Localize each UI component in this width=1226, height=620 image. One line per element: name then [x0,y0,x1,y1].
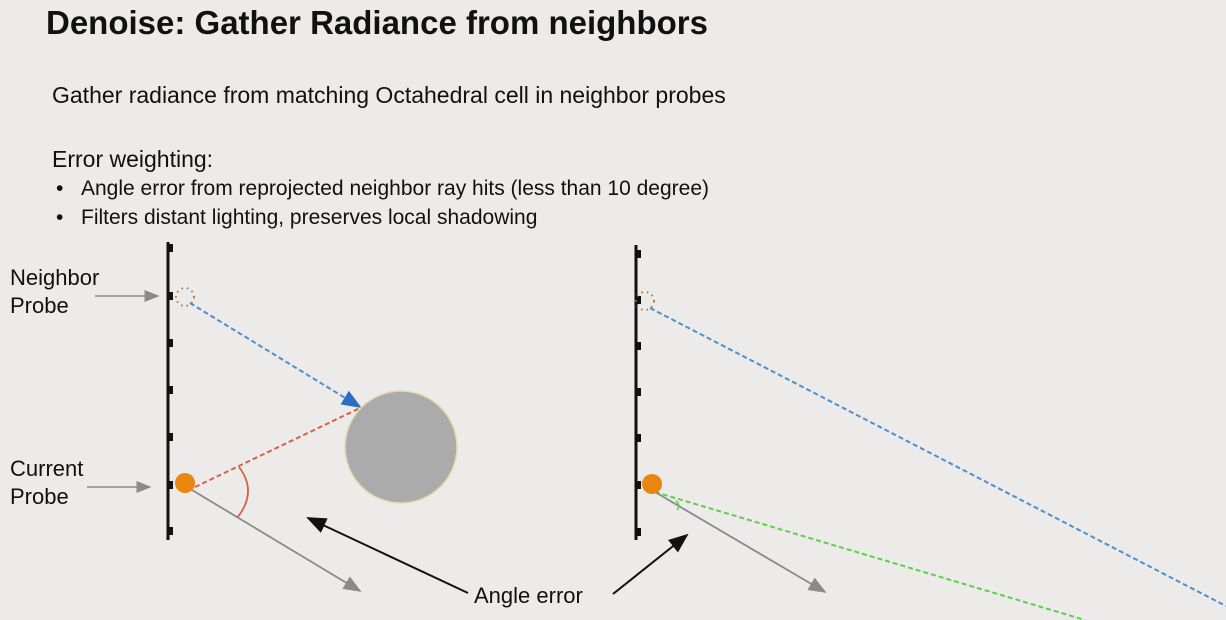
neighbor-ray [189,302,362,409]
neighbor-ray-distant [649,307,1226,607]
current-probe-label: Current Probe [10,456,84,509]
angle-error-pointer-right [612,533,689,595]
bullet-item: • Filters distant lighting, preserves loc… [56,206,538,229]
error-weighting-heading: Error weighting: [52,146,214,172]
angle-error-pointer-left [306,517,469,594]
neighbor-probe [635,291,655,311]
angle-arc-large [236,466,249,519]
right-probe-grid-wall [634,245,641,540]
current-reprojected-ray-distant [654,491,1086,620]
current-probe [642,474,662,494]
bullet-text: Angle error from reprojected neighbor ra… [81,177,709,200]
intro-text: Gather radiance from matching Octahedral… [52,82,726,108]
angle-arc-small [675,500,680,511]
current-ray-direction [654,491,827,593]
neighbor-probe-label: Neighbor Probe [10,265,100,318]
occluder-sphere [344,390,458,504]
current-reprojected-ray [194,407,361,488]
neighbor-probe [175,287,195,307]
current-probe [175,473,195,493]
bullet-text: Filters distant lighting, preserves loca… [81,206,538,229]
angle-error-label: Angle error [474,583,583,608]
left-probe-grid-wall [166,242,173,540]
current-ray-direction [191,489,362,592]
bullet-item: • Angle error from reprojected neighbor r… [56,177,709,200]
slide-title: Denoise: Gather Radiance from neighbors [46,4,708,41]
